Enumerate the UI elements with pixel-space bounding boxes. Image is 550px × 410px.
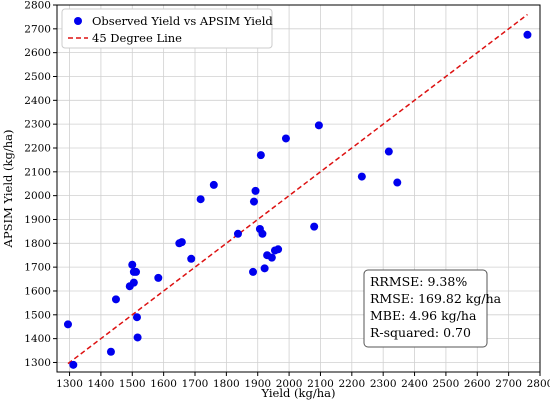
data-point <box>69 360 78 369</box>
data-point <box>233 229 242 238</box>
y-axis-ticks: 1300 1400 1500 1600 1700 1800 1900 2000 2100 2200… <box>24 0 57 369</box>
stat-mbe: MBE: 4.96 kg/ha <box>370 308 477 323</box>
data-point <box>133 333 142 342</box>
y-tick-label: 1700 <box>24 262 51 274</box>
stat-rmse: RMSE: 169.82 kg/ha <box>370 291 502 306</box>
x-tick-label: 1300 <box>56 378 83 390</box>
data-point <box>357 172 366 181</box>
data-point <box>63 320 72 329</box>
data-point <box>523 30 532 39</box>
data-point <box>281 134 290 143</box>
data-point <box>209 180 218 189</box>
data-point <box>177 238 186 247</box>
x-axis-ticks: 1300 1400 1500 1600 1700 1800 1900 2000 2100 2200… <box>56 372 550 390</box>
y-tick-label: 2800 <box>24 0 51 12</box>
data-point <box>111 295 120 304</box>
legend-frame <box>61 8 273 49</box>
data-point <box>260 264 269 273</box>
data-point <box>384 147 393 156</box>
data-point <box>187 254 196 263</box>
y-tick-label: 2000 <box>24 190 51 202</box>
x-tick-label: 1700 <box>182 378 209 390</box>
x-tick-label: 2300 <box>370 378 397 390</box>
reference-line-layer <box>67 13 528 365</box>
data-point <box>249 197 258 206</box>
y-tick-label: 2700 <box>24 23 51 35</box>
y-tick-label: 1500 <box>24 309 51 321</box>
y-tick-label: 2500 <box>24 71 51 83</box>
y-tick-label: 1900 <box>24 214 51 226</box>
y-tick-label: 2100 <box>24 166 51 178</box>
x-tick-label: 1600 <box>150 378 177 390</box>
statistics-frame <box>363 269 488 348</box>
data-point <box>128 260 137 269</box>
data-point <box>274 245 283 254</box>
legend: Observed Yield vs APSIM Yield 45 Degree … <box>61 8 273 49</box>
y-tick-label: 2200 <box>24 142 51 154</box>
data-point <box>132 267 141 276</box>
data-point <box>256 151 265 160</box>
data-point <box>154 273 163 282</box>
y-tick-label: 1600 <box>24 285 51 297</box>
data-point <box>196 195 205 204</box>
data-point <box>106 347 115 356</box>
x-tick-label: 2100 <box>307 378 334 390</box>
data-point <box>249 267 258 276</box>
data-point <box>393 178 402 187</box>
y-tick-label: 1800 <box>24 238 51 250</box>
stat-r-squared: R-squared: 0.70 <box>370 325 471 340</box>
reference-line-45-degree <box>67 13 528 365</box>
plot-frame <box>56 4 541 373</box>
data-point <box>129 278 138 287</box>
x-tick-label: 2200 <box>338 378 365 390</box>
data-point <box>267 253 276 262</box>
x-tick-label: 2500 <box>433 378 460 390</box>
statistics-box: RRMSE: 9.38% RMSE: 169.82 kg/ha MBE: 4.9… <box>363 269 502 348</box>
y-tick-label: 2300 <box>24 119 51 131</box>
x-tick-label: 2600 <box>464 378 491 390</box>
y-tick-label: 1300 <box>24 357 51 369</box>
y-axis-title: APSIM Yield (kg/ha) <box>1 130 15 249</box>
data-point <box>251 186 260 195</box>
legend-marker-observed <box>74 17 82 25</box>
x-tick-label: 2400 <box>401 378 428 390</box>
data-point <box>258 229 267 238</box>
stat-rrmse: RRMSE: 9.38% <box>370 274 467 289</box>
y-tick-label: 2400 <box>24 95 51 107</box>
data-points <box>63 30 532 369</box>
x-tick-label: 1500 <box>119 378 146 390</box>
x-axis-title: Yield (kg/ha) <box>260 386 335 400</box>
data-point <box>310 222 319 231</box>
x-tick-label: 1900 <box>244 378 271 390</box>
y-tick-label: 1400 <box>24 333 51 345</box>
legend-label-45-degree-line: 45 Degree Line <box>92 31 182 45</box>
data-point <box>132 313 141 322</box>
y-tick-label: 2600 <box>24 47 51 59</box>
x-tick-label: 2700 <box>495 378 522 390</box>
x-tick-label: 2000 <box>276 378 303 390</box>
x-tick-label: 2800 <box>527 378 550 390</box>
x-tick-label: 1400 <box>88 378 115 390</box>
x-tick-label: 1800 <box>213 378 240 390</box>
data-point <box>314 121 323 130</box>
legend-label-observed: Observed Yield vs APSIM Yield <box>92 14 273 28</box>
